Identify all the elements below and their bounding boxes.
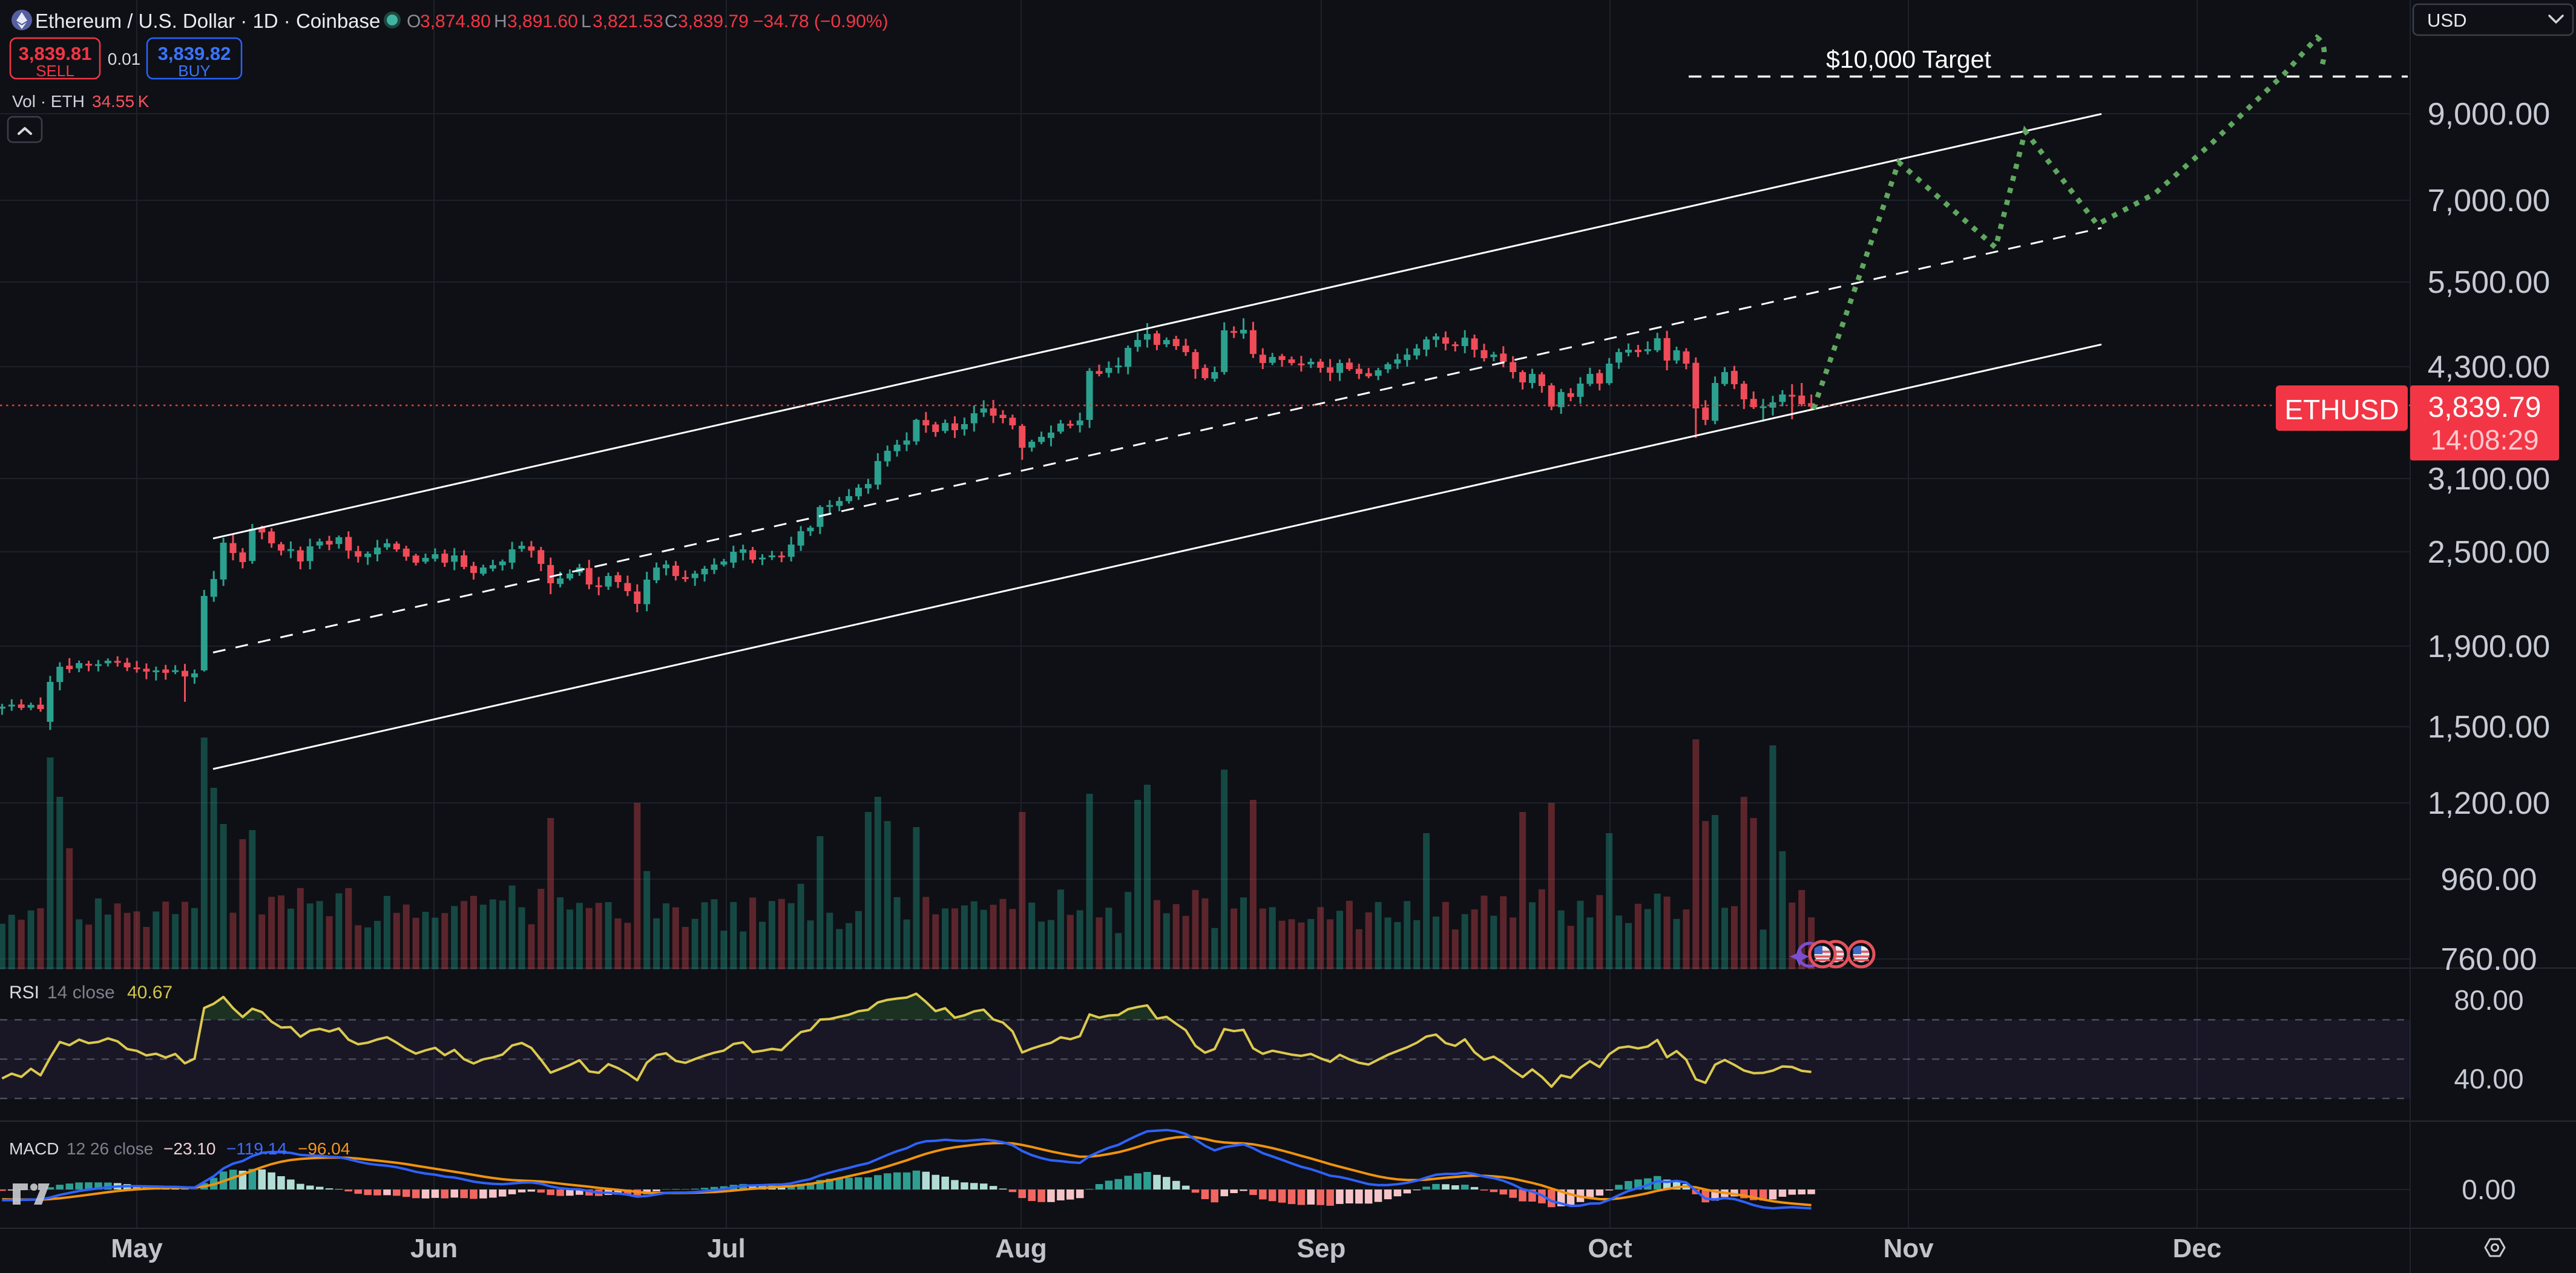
svg-text:3,839.79: 3,839.79 bbox=[2428, 391, 2542, 424]
svg-text:May: May bbox=[111, 1234, 163, 1263]
svg-text:9,000.00: 9,000.00 bbox=[2428, 97, 2550, 132]
svg-text:−23.10: −23.10 bbox=[163, 1139, 215, 1158]
svg-text:7,000.00: 7,000.00 bbox=[2428, 183, 2550, 218]
svg-text:RSI: RSI bbox=[9, 983, 39, 1003]
svg-text:Sep: Sep bbox=[1297, 1234, 1346, 1263]
svg-text:760.00: 760.00 bbox=[2440, 942, 2537, 977]
svg-text:Ethereum / U.S. Dollar · 1D ·: Ethereum / U.S. Dollar · 1D · Coinbase bbox=[35, 10, 380, 32]
svg-text:ETHUSD: ETHUSD bbox=[2284, 394, 2399, 425]
svg-text:Jul: Jul bbox=[707, 1234, 746, 1263]
svg-text:3,891.60: 3,891.60 bbox=[507, 11, 578, 31]
svg-text:3,839.79: 3,839.79 bbox=[678, 11, 749, 31]
svg-text:14:08:29: 14:08:29 bbox=[2430, 424, 2538, 456]
svg-text:SELL: SELL bbox=[36, 62, 74, 80]
svg-text:0.00: 0.00 bbox=[2462, 1174, 2516, 1205]
svg-text:1,200.00: 1,200.00 bbox=[2428, 786, 2550, 821]
svg-text:C: C bbox=[665, 11, 678, 31]
svg-text:H: H bbox=[494, 11, 507, 31]
svg-text:40.00: 40.00 bbox=[2454, 1063, 2523, 1095]
svg-text:4,300.00: 4,300.00 bbox=[2428, 350, 2550, 385]
svg-text:O: O bbox=[407, 11, 421, 31]
svg-text:3,839.82: 3,839.82 bbox=[158, 43, 231, 64]
svg-text:−96.04: −96.04 bbox=[298, 1139, 350, 1158]
svg-text:−119.14: −119.14 bbox=[226, 1139, 287, 1158]
svg-text:Jun: Jun bbox=[410, 1234, 458, 1263]
svg-text:40.67: 40.67 bbox=[127, 983, 172, 1003]
svg-text:L: L bbox=[581, 11, 591, 31]
svg-text:80.00: 80.00 bbox=[2454, 984, 2523, 1016]
svg-text:USD: USD bbox=[2427, 10, 2466, 31]
svg-text:BUY: BUY bbox=[178, 62, 210, 80]
svg-text:2,500.00: 2,500.00 bbox=[2428, 535, 2550, 570]
svg-text:1,500.00: 1,500.00 bbox=[2428, 710, 2550, 745]
svg-text:12 26 close: 12 26 close bbox=[67, 1139, 153, 1158]
svg-text:Vol · ETH: Vol · ETH bbox=[12, 92, 85, 111]
svg-text:Dec: Dec bbox=[2173, 1234, 2222, 1263]
svg-text:960.00: 960.00 bbox=[2440, 862, 2537, 897]
svg-text:−34.78 (−0.90%): −34.78 (−0.90%) bbox=[753, 11, 889, 31]
svg-text:5,500.00: 5,500.00 bbox=[2428, 265, 2550, 300]
svg-text:Aug: Aug bbox=[995, 1234, 1047, 1263]
svg-text:14 close: 14 close bbox=[47, 983, 115, 1003]
svg-text:3,100.00: 3,100.00 bbox=[2428, 462, 2550, 497]
svg-text:Oct: Oct bbox=[1588, 1234, 1632, 1263]
svg-text:3,874.80: 3,874.80 bbox=[420, 11, 491, 31]
svg-text:3,839.81: 3,839.81 bbox=[19, 43, 92, 64]
svg-text:3,821.53: 3,821.53 bbox=[593, 11, 663, 31]
svg-text:Nov: Nov bbox=[1883, 1234, 1934, 1263]
svg-text:$10,000 Target: $10,000 Target bbox=[1826, 45, 1991, 73]
svg-text:34.55 K: 34.55 K bbox=[92, 92, 150, 111]
svg-text:1,900.00: 1,900.00 bbox=[2428, 629, 2550, 664]
svg-text:0.01: 0.01 bbox=[108, 50, 141, 68]
svg-text:MACD: MACD bbox=[9, 1139, 59, 1158]
